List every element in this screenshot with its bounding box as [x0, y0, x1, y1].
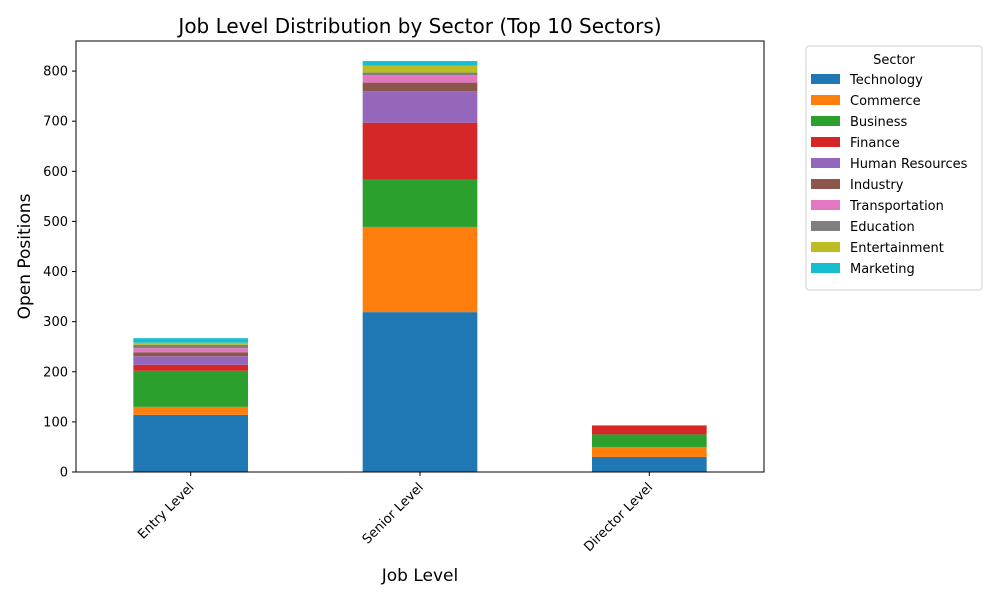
legend-title: Sector	[873, 53, 915, 68]
bar-segment-commerce-director-level	[592, 446, 707, 457]
bar-segment-human-resources-entry-level	[133, 356, 248, 365]
x-tick-label: Senior Level	[360, 480, 427, 547]
legend-entry: Human Resources	[850, 157, 968, 172]
legend-entry: Finance	[850, 136, 900, 151]
legend-swatch	[811, 200, 840, 210]
x-axis: Entry Level Senior Level Director Level	[135, 472, 656, 555]
legend-entry: Commerce	[850, 94, 921, 109]
bar-segment-finance-director-level	[592, 425, 707, 435]
legend-swatch	[811, 137, 840, 147]
y-axis: 0 100 200 300 400 500 600 700 800	[43, 65, 76, 481]
legend-swatch	[811, 116, 840, 126]
y-tick-label: 200	[43, 365, 68, 380]
bar-segment-transportation-senior-level	[362, 75, 478, 83]
legend-entry: Business	[850, 115, 908, 130]
legend: Sector Technology Commerce Business Finance H…	[805, 45, 983, 291]
bar-segment-marketing-senior-level	[362, 61, 478, 66]
bar-segment-commerce-senior-level	[362, 226, 478, 313]
y-tick-label: 400	[43, 265, 68, 280]
bar-segment-industry-entry-level	[133, 352, 248, 357]
x-axis-title: Job Level	[381, 566, 458, 586]
y-tick-label: 700	[43, 115, 68, 130]
y-tick-label: 800	[43, 65, 68, 80]
legend-entry: Industry	[850, 178, 904, 193]
legend-swatch	[811, 74, 840, 84]
y-axis-title: Open Positions	[15, 193, 35, 319]
bar-segment-human-resources-senior-level	[362, 91, 478, 123]
bar-segment-technology-director-level	[592, 456, 707, 472]
legend-swatch	[811, 221, 840, 231]
bar-segment-industry-senior-level	[362, 82, 478, 92]
chart-title: Job Level Distribution by Sector (Top 10…	[176, 14, 661, 38]
legend-entry: Transportation	[849, 199, 944, 214]
bar-segment-finance-senior-level	[362, 122, 478, 180]
y-tick-label: 0	[60, 466, 68, 481]
y-tick-label: 100	[43, 415, 68, 430]
bar-segment-technology-senior-level	[362, 312, 478, 472]
legend-swatch	[811, 179, 840, 189]
legend-swatch	[811, 95, 840, 105]
bar-segment-business-director-level	[592, 434, 707, 447]
plot-area	[75, 40, 765, 473]
legend-entry: Technology	[849, 73, 923, 88]
bar-segment-transportation-entry-level	[133, 348, 248, 353]
bar-segment-commerce-entry-level	[133, 406, 248, 415]
bar-segment-finance-entry-level	[133, 364, 248, 371]
bar-segment-entertainment-entry-level	[133, 342, 248, 345]
bar-segment-education-senior-level	[362, 72, 478, 76]
bar-segment-business-entry-level	[133, 370, 248, 407]
y-tick-label: 300	[43, 315, 68, 330]
bar-segment-technology-entry-level	[133, 414, 248, 472]
bar-segment-business-senior-level	[362, 179, 478, 227]
legend-swatch	[811, 158, 840, 168]
x-tick-label: Director Level	[581, 480, 656, 555]
legend-swatch	[811, 242, 840, 252]
legend-box	[805, 45, 983, 291]
y-tick-label: 600	[43, 165, 68, 180]
bar-segment-marketing-entry-level	[133, 338, 248, 343]
y-tick-label: 500	[43, 215, 68, 230]
bar-segment-entertainment-senior-level	[362, 65, 478, 73]
legend-entry: Education	[850, 220, 915, 235]
legend-entry: Entertainment	[850, 241, 944, 256]
legend-swatch	[811, 263, 840, 273]
x-tick-label: Entry Level	[135, 480, 197, 542]
bar-segment-education-entry-level	[133, 344, 248, 349]
legend-entry: Marketing	[850, 262, 915, 277]
